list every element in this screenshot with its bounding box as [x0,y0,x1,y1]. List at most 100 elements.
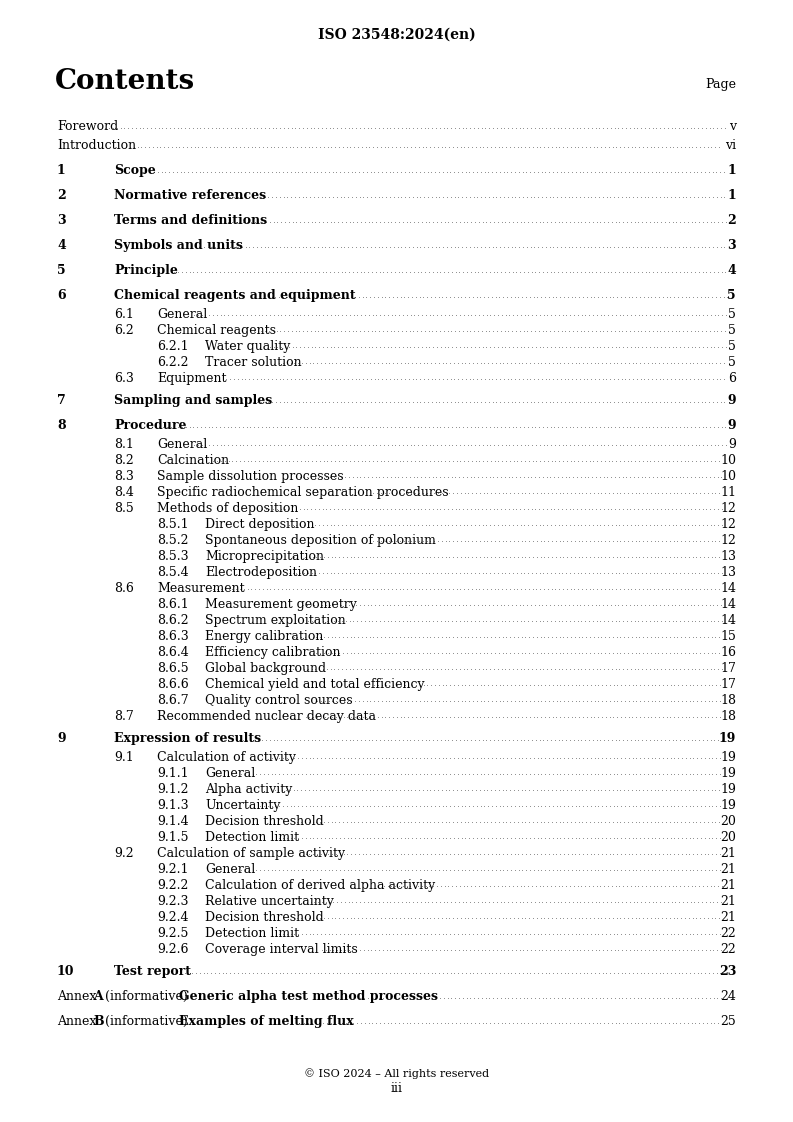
Text: 8.5.3: 8.5.3 [157,550,189,563]
Text: 11: 11 [720,486,736,499]
Text: 8.5: 8.5 [114,502,134,515]
Text: General: General [205,863,255,876]
Text: 8.3: 8.3 [114,470,134,482]
Text: 8.6.1: 8.6.1 [157,598,189,611]
Text: Spontaneous deposition of polonium: Spontaneous deposition of polonium [205,534,436,548]
Text: Introduction: Introduction [57,139,136,151]
Text: 9.1.3: 9.1.3 [157,799,189,812]
Text: 3: 3 [57,214,66,227]
Text: Recommended nuclear decay data: Recommended nuclear decay data [157,710,376,723]
Text: 19: 19 [718,732,736,745]
Text: 9: 9 [727,419,736,432]
Text: 6.2.1: 6.2.1 [157,340,189,353]
Text: 3: 3 [727,239,736,252]
Text: 1: 1 [57,164,66,177]
Text: 5: 5 [727,289,736,302]
Text: 6.2.2: 6.2.2 [157,356,189,369]
Text: Normative references: Normative references [114,188,266,202]
Text: 8.6.6: 8.6.6 [157,678,189,691]
Text: 9.1.2: 9.1.2 [157,783,189,795]
Text: 9.2.1: 9.2.1 [157,863,189,876]
Text: Contents: Contents [55,68,195,95]
Text: Test report: Test report [114,965,191,978]
Text: Direct deposition: Direct deposition [205,518,315,531]
Text: Decision threshold: Decision threshold [205,815,324,828]
Text: Microprecipitation: Microprecipitation [205,550,324,563]
Text: 9.1: 9.1 [114,751,134,764]
Text: 15: 15 [720,629,736,643]
Text: B: B [93,1015,104,1028]
Text: 23: 23 [718,965,736,978]
Text: 8.6.5: 8.6.5 [157,662,189,675]
Text: General: General [157,309,207,321]
Text: 12: 12 [720,502,736,515]
Text: A: A [93,990,103,1003]
Text: 10: 10 [720,470,736,482]
Text: 2: 2 [727,214,736,227]
Text: 9.2.4: 9.2.4 [157,911,189,925]
Text: 12: 12 [720,534,736,548]
Text: © ISO 2024 – All rights reserved: © ISO 2024 – All rights reserved [304,1068,489,1078]
Text: 1: 1 [727,188,736,202]
Text: 9.1.4: 9.1.4 [157,815,189,828]
Text: 5: 5 [728,356,736,369]
Text: Coverage interval limits: Coverage interval limits [205,942,358,956]
Text: Energy calibration: Energy calibration [205,629,324,643]
Text: Detection limit: Detection limit [205,831,299,844]
Text: 8.7: 8.7 [114,710,134,723]
Text: 12: 12 [720,518,736,531]
Text: Alpha activity: Alpha activity [205,783,293,795]
Text: (informative): (informative) [101,1015,196,1028]
Text: 6.3: 6.3 [114,373,134,385]
Text: vi: vi [725,139,736,151]
Text: 19: 19 [720,767,736,780]
Text: 5: 5 [728,324,736,337]
Text: Procedure: Procedure [114,419,186,432]
Text: Scope: Scope [114,164,155,177]
Text: iii: iii [390,1082,403,1095]
Text: Chemical reagents and equipment: Chemical reagents and equipment [114,289,355,302]
Text: 9: 9 [57,732,66,745]
Text: 6.2: 6.2 [114,324,134,337]
Text: 8.5.2: 8.5.2 [157,534,189,548]
Text: 18: 18 [720,695,736,707]
Text: 21: 21 [720,863,736,876]
Text: Calculation of sample activity: Calculation of sample activity [157,847,345,859]
Text: Tracer solution: Tracer solution [205,356,301,369]
Text: 21: 21 [720,879,736,892]
Text: Page: Page [705,79,736,91]
Text: Water quality: Water quality [205,340,290,353]
Text: 25: 25 [720,1015,736,1028]
Text: Annex: Annex [57,1015,101,1028]
Text: 24: 24 [720,990,736,1003]
Text: 9: 9 [727,394,736,407]
Text: Generic alpha test method processes: Generic alpha test method processes [178,990,438,1003]
Text: 5: 5 [728,309,736,321]
Text: Calcination: Calcination [157,454,229,467]
Text: 19: 19 [720,783,736,795]
Text: 14: 14 [720,598,736,611]
Text: 8.2: 8.2 [114,454,134,467]
Text: 8.6.3: 8.6.3 [157,629,189,643]
Text: 9.2.5: 9.2.5 [157,927,189,940]
Text: 2: 2 [57,188,66,202]
Text: Spectrum exploitation: Spectrum exploitation [205,614,346,627]
Text: 9.1.5: 9.1.5 [157,831,189,844]
Text: 16: 16 [720,646,736,659]
Text: Principle: Principle [114,264,178,277]
Text: 8.6: 8.6 [114,582,134,595]
Text: 13: 13 [720,565,736,579]
Text: 8.1: 8.1 [114,438,134,451]
Text: Equipment: Equipment [157,373,227,385]
Text: Foreword: Foreword [57,120,118,134]
Text: 1: 1 [727,164,736,177]
Text: 9.2.6: 9.2.6 [157,942,189,956]
Text: Examples of melting flux: Examples of melting flux [178,1015,354,1028]
Text: Chemical yield and total efficiency: Chemical yield and total efficiency [205,678,424,691]
Text: 20: 20 [720,815,736,828]
Text: 14: 14 [720,614,736,627]
Text: 21: 21 [720,895,736,908]
Text: 5: 5 [728,340,736,353]
Text: 6: 6 [57,289,66,302]
Text: 8.4: 8.4 [114,486,134,499]
